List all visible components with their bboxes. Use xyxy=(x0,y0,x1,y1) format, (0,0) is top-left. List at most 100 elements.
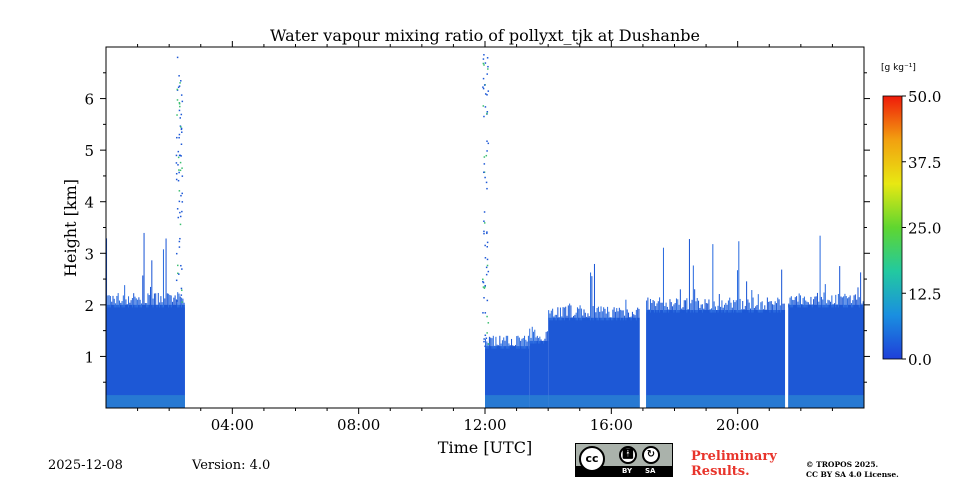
sparse-column-point xyxy=(177,216,180,219)
segment-edge-column xyxy=(705,303,707,313)
segment-edge-column xyxy=(125,299,127,308)
segment-edge-column xyxy=(852,300,854,308)
sparse-column-point xyxy=(179,154,181,157)
segment-edge-column xyxy=(549,313,551,321)
segment-edge-column xyxy=(552,308,554,321)
segment-edge-column xyxy=(714,306,716,313)
segment-edge-column xyxy=(700,304,702,313)
segment-edge-column xyxy=(543,340,545,344)
segment-edge-column xyxy=(707,303,709,313)
segment-edge-column xyxy=(694,289,696,313)
segment-edge-column xyxy=(587,313,589,321)
segment-edge-column xyxy=(151,260,153,308)
x-tick-label: 16:00 xyxy=(590,416,633,434)
segment-edge-column xyxy=(824,284,826,308)
segment-edge-column xyxy=(561,316,563,321)
segment-edge-column xyxy=(740,309,742,313)
segment-edge-column xyxy=(520,340,522,349)
segment-edge-column xyxy=(160,296,162,308)
segment-edge-column xyxy=(576,307,578,321)
colorbar-unit-label: [g kg⁻¹] xyxy=(881,63,916,73)
segment-edge-column xyxy=(601,311,603,321)
copyright-note: © TROPOS 2025. CC BY SA 4.0 License. xyxy=(806,460,916,480)
segment-edge-column xyxy=(534,329,536,344)
sparse-column-point xyxy=(178,240,181,243)
sparse-column-point xyxy=(484,62,487,64)
segment-edge-column xyxy=(156,304,158,308)
segment-edge-column xyxy=(755,306,757,313)
segment-edge-column xyxy=(646,300,648,313)
x-tick-label: 08:00 xyxy=(337,416,380,434)
sparse-column-point xyxy=(176,208,179,210)
segment-edge-column xyxy=(818,301,820,308)
sparse-column-point xyxy=(181,301,183,303)
segment-edge-column xyxy=(499,335,501,349)
segment-edge-column xyxy=(794,297,796,308)
colorbar-ticks: 0.0 12.5 25.0 37.5 50.0 xyxy=(902,88,941,369)
sparse-column-point xyxy=(179,211,181,214)
segment-edge-column xyxy=(724,304,726,313)
segment-edge-column xyxy=(122,295,124,308)
segment-edge-column xyxy=(814,296,816,308)
segment-edge-column xyxy=(765,309,767,313)
sparse-column-point xyxy=(483,64,485,66)
segment-edge-column xyxy=(638,308,640,321)
segment-edge-column xyxy=(588,316,590,321)
sparse-column-point xyxy=(178,246,181,248)
segment-edge-column xyxy=(686,298,688,313)
badge-strip xyxy=(576,466,672,476)
segment-edge-column xyxy=(593,263,596,321)
segment-edge-column xyxy=(792,299,794,308)
segment-edge-column xyxy=(565,306,567,321)
segment-edge-column xyxy=(604,308,606,321)
segment-edge-column xyxy=(147,293,149,308)
sparse-column-point xyxy=(178,169,180,171)
segment-edge-column xyxy=(752,297,754,313)
sparse-column-point xyxy=(175,252,178,255)
sparse-column-point xyxy=(181,201,184,203)
segment-edge-column xyxy=(618,307,620,321)
sparse-column-point xyxy=(181,210,183,213)
segment-edge-column xyxy=(569,303,571,321)
segment-edge-column xyxy=(635,309,637,321)
segment-edge-column xyxy=(695,301,697,313)
sparse-column-point xyxy=(177,156,180,159)
segment-edge-column xyxy=(159,302,161,308)
segment-edge-column xyxy=(655,306,657,313)
y-tick-label: 6 xyxy=(84,91,94,109)
surface-band-3 xyxy=(548,395,640,408)
segment-edge-column xyxy=(143,232,145,308)
sparse-column-point xyxy=(483,340,485,343)
segment-edge-column xyxy=(595,312,597,321)
x-tick-label: 20:00 xyxy=(716,416,759,434)
segment-edge-column xyxy=(809,304,811,308)
sparse-column-point xyxy=(486,73,488,75)
segment-edge-column xyxy=(495,336,497,349)
sparse-column-point xyxy=(487,270,490,273)
segment-edge-column xyxy=(789,297,791,308)
segment-edge-column xyxy=(798,293,800,308)
segment-edge-column xyxy=(116,295,118,308)
segment-edge-column xyxy=(554,314,556,321)
copyright-line-1: © TROPOS 2025. xyxy=(806,460,879,469)
segment-edge-column xyxy=(508,343,510,349)
segment-edge-column xyxy=(853,295,855,308)
segment-edge-column xyxy=(586,316,588,321)
sparse-column-point xyxy=(180,94,183,96)
sparse-column-point xyxy=(179,237,181,240)
segment-edge-column xyxy=(746,281,748,313)
segment-edge-column xyxy=(605,313,607,321)
sparse-column-point xyxy=(177,272,179,275)
segment-edge-column xyxy=(139,299,141,308)
segment-edge-column xyxy=(175,299,177,308)
segment-edge-column xyxy=(111,301,113,308)
sparse-column-point xyxy=(177,164,179,166)
segment-edge-column xyxy=(625,299,627,321)
data-segment-2 xyxy=(529,340,549,408)
sparse-column-point xyxy=(176,300,178,302)
segment-edge-column xyxy=(856,299,858,308)
segment-edge-column xyxy=(108,295,110,308)
sparse-column-point xyxy=(181,175,184,177)
segment-edge-column xyxy=(775,303,777,313)
